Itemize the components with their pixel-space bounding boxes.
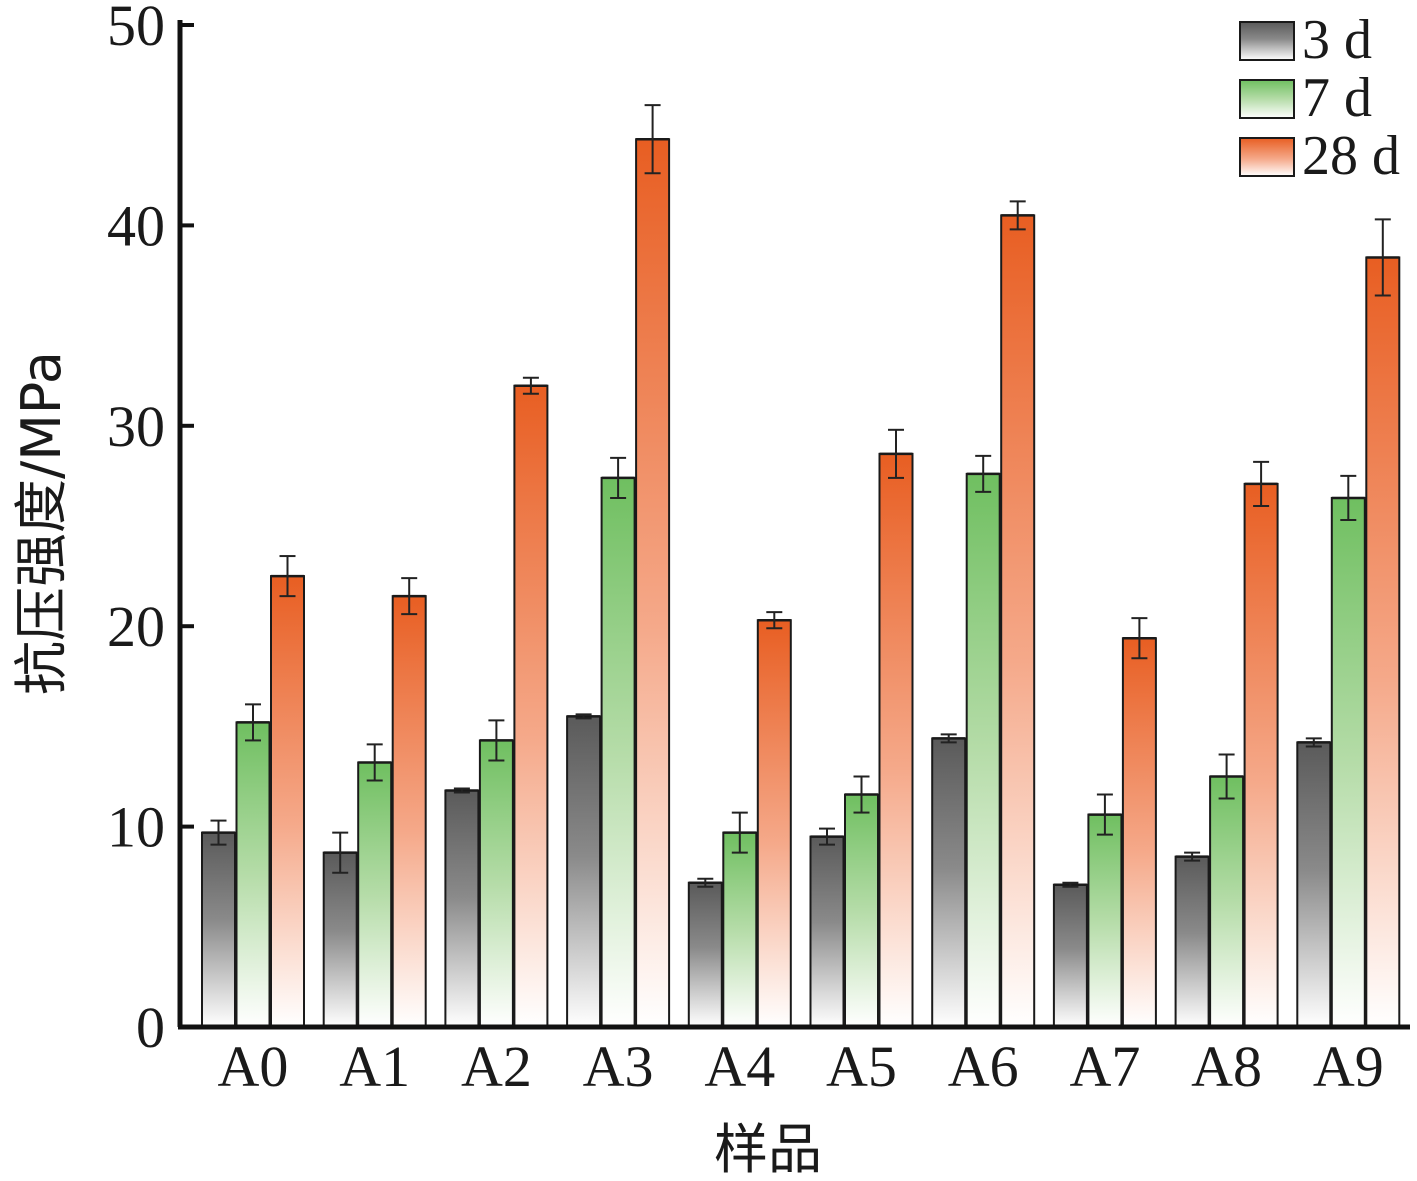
error-bar-A0-7d [245, 703, 261, 742]
error-bar-A0-3d [210, 819, 227, 846]
bars-layer [201, 137, 1401, 1029]
x-tick-label-A5: A5 [826, 1034, 897, 1099]
error-bar-A9-28d [1374, 218, 1391, 297]
error-bar-A3-28d [644, 104, 661, 175]
error-bar-A7-3d [1062, 881, 1079, 888]
x-ticks: A0 A1 A2 A3 A4 A5 A6 A7 A8 A9 [218, 1034, 1384, 1099]
error-bar-A2-7d [488, 719, 505, 762]
legend-label-7d: 7 d [1302, 67, 1372, 129]
bar-A8-3d [1174, 855, 1210, 1028]
bar-A0-28d [270, 575, 305, 1028]
y-tick-label-0: 0 [136, 995, 165, 1060]
legend-swatch-28d [1239, 137, 1295, 177]
error-bar-A7-28d [1131, 617, 1148, 660]
error-bar-A8-3d [1184, 851, 1201, 862]
bar-A8-7d [1209, 775, 1245, 1028]
y-tick-label-20: 20 [107, 594, 165, 659]
error-bar-A9-3d [1305, 737, 1322, 748]
bar-A6-28d [1000, 214, 1036, 1028]
error-bar-A2-3d [453, 787, 470, 794]
error-bar-A7-7d [1096, 793, 1113, 836]
error-bar-A6-3d [940, 733, 957, 744]
error-bar-A5-7d [853, 775, 870, 814]
error-bar-A5-3d [819, 827, 835, 846]
bar-A4-28d [756, 619, 792, 1028]
y-ticks: 0 10 20 30 40 50 [107, 0, 194, 1060]
bar-A6-3d [931, 737, 967, 1028]
error-bar-A5-28d [888, 428, 904, 479]
legend-label-28d: 28 d [1302, 125, 1400, 187]
error-bar-A4-3d [697, 877, 714, 888]
bar-A9-3d [1296, 741, 1332, 1028]
error-bar-A6-7d [975, 454, 992, 493]
bar-A2-3d [444, 789, 480, 1029]
x-tick-label-A4: A4 [704, 1034, 775, 1099]
bar-A0-3d [201, 831, 236, 1028]
bar-A5-28d [878, 452, 914, 1028]
error-bar-A2-28d [522, 376, 539, 395]
error-bar-A8-7d [1218, 753, 1235, 800]
bar-A7-7d [1087, 813, 1123, 1028]
bar-A4-7d [722, 831, 758, 1028]
x-tick-label-A0: A0 [218, 1034, 289, 1099]
bar-A5-7d [844, 793, 879, 1029]
bar-A3-28d [635, 138, 671, 1028]
error-bar-A4-7d [731, 811, 748, 854]
error-bar-A1-7d [366, 743, 383, 782]
x-tick-label-A1: A1 [339, 1034, 410, 1099]
bar-A4-3d [687, 881, 723, 1028]
error-bar-A9-7d [1340, 474, 1357, 521]
x-tick-label-A2: A2 [461, 1034, 532, 1099]
error-bar-A0-28d [279, 555, 296, 598]
bar-A7-3d [1052, 883, 1088, 1028]
error-bar-A1-28d [401, 577, 418, 616]
error-bar-A6-28d [1009, 200, 1026, 231]
bar-A3-7d [600, 476, 636, 1028]
bar-A9-28d [1365, 256, 1401, 1028]
error-bar-A3-7d [610, 456, 627, 499]
bar-A2-28d [513, 384, 549, 1029]
x-axis-title: 样品 [714, 1118, 822, 1181]
bar-A3-3d [566, 715, 602, 1028]
bar-A2-7d [478, 739, 514, 1028]
y-tick-label-40: 40 [107, 193, 165, 258]
legend-label-3d: 3 d [1302, 9, 1372, 71]
bar-A1-7d [357, 761, 393, 1028]
bar-A1-3d [322, 851, 358, 1028]
x-tick-label-A6: A6 [948, 1034, 1019, 1099]
legend-swatch-3d [1239, 21, 1295, 61]
x-tick-label-A8: A8 [1191, 1034, 1262, 1099]
y-tick-label-30: 30 [107, 394, 165, 459]
bar-A0-7d [235, 721, 271, 1029]
bar-A8-28d [1243, 482, 1279, 1028]
y-tick-label-10: 10 [107, 795, 165, 860]
bar-A6-7d [965, 472, 1001, 1028]
error-bar-A1-3d [332, 831, 349, 874]
bar-A1-28d [391, 595, 427, 1028]
x-tick-label-A7: A7 [1069, 1034, 1140, 1099]
legend: 3 d7 d28 d [1239, 9, 1400, 187]
bar-A7-28d [1121, 637, 1157, 1028]
x-tick-label-A9: A9 [1313, 1034, 1384, 1099]
y-tick-label-50: 50 [107, 0, 165, 58]
error-bar-A4-28d [766, 611, 783, 630]
error-bar-A3-3d [575, 713, 592, 720]
bar-A5-3d [809, 835, 845, 1028]
y-axis-title: 抗压强度/MPa [10, 351, 73, 695]
error-bars-layer [210, 104, 1391, 888]
legend-swatch-7d [1239, 79, 1295, 119]
x-tick-label-A3: A3 [583, 1034, 654, 1099]
bar-A9-7d [1330, 496, 1366, 1029]
error-bar-A8-28d [1253, 460, 1270, 507]
